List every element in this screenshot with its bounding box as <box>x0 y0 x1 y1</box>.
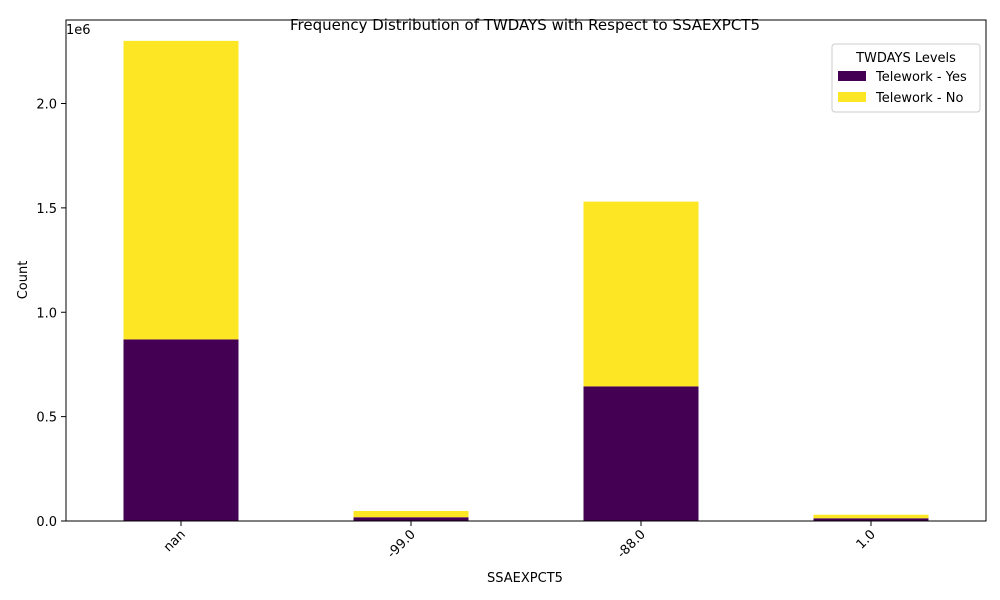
x-tick-label: -88.0 <box>614 527 648 561</box>
y-offset-label: 1e6 <box>66 23 91 38</box>
y-tick-label: 0.0 <box>36 515 57 530</box>
y-axis-label: Count <box>16 261 31 300</box>
bar-1-3 <box>813 514 929 519</box>
bar-0-2 <box>583 386 699 521</box>
legend-label-telework-yes: Telework - Yes <box>875 70 967 85</box>
bar-0-1 <box>353 517 469 521</box>
bar-1-2 <box>583 201 699 387</box>
legend-label-telework-no: Telework - No <box>875 91 963 106</box>
bar-0-0 <box>123 339 239 521</box>
plot-frame <box>65 19 987 522</box>
x-axis-label: SSAEXPCT5 <box>487 571 563 586</box>
x-ticks: nan -99.0 -88.0 1.0 <box>161 521 879 562</box>
y-tick-label: 1.5 <box>36 202 57 217</box>
y-ticks: 0.0 0.5 1.0 1.5 2.0 <box>36 98 66 530</box>
bar-1-1 <box>353 510 469 518</box>
bar-1-0 <box>123 40 239 340</box>
legend-swatch-telework-yes <box>838 71 866 81</box>
y-tick-label: 1.0 <box>36 306 57 321</box>
x-tick-label: -99.0 <box>384 527 418 561</box>
x-tick-label: nan <box>161 527 189 555</box>
legend-swatch-telework-no <box>838 92 866 102</box>
x-tick-label: 1.0 <box>854 527 879 552</box>
legend-box <box>831 43 981 113</box>
legend: TWDAYS Levels Telework - Yes Telework - … <box>831 43 981 113</box>
y-tick-label: 0.5 <box>36 411 57 426</box>
legend-title: TWDAYS Levels <box>855 51 956 66</box>
y-tick-label: 2.0 <box>36 98 57 113</box>
bar-0-3 <box>813 518 929 521</box>
bars-group <box>123 40 929 521</box>
chart-title: Frequency Distribution of TWDAYS with Re… <box>290 16 760 34</box>
